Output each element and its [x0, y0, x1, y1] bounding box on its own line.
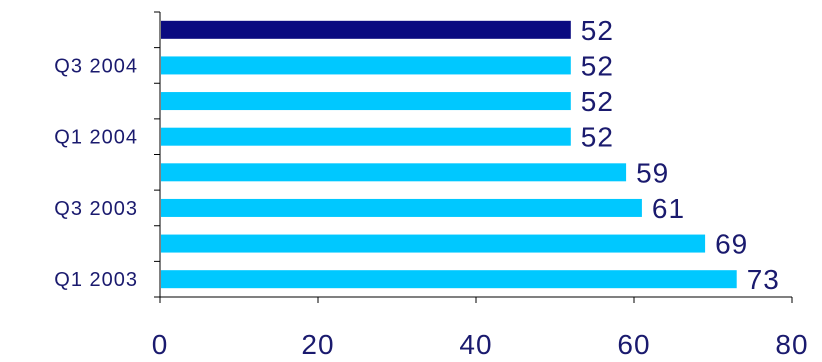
data-label: 73: [747, 264, 780, 295]
x-tick-labels: 0 20 40 60 80: [152, 329, 808, 360]
category-labels: Q1 2003 Q3 2003 Q1 2004 Q3 2004: [54, 55, 138, 291]
bar: [161, 56, 571, 75]
bar: [161, 270, 737, 289]
axes: [154, 11, 793, 303]
x-tick-label: 0: [152, 329, 169, 360]
bar: [161, 92, 571, 111]
category-label: Q3 2003: [54, 198, 138, 220]
bar: [161, 163, 627, 182]
data-label: 52: [581, 122, 614, 153]
bar: [161, 127, 571, 146]
data-label: 69: [715, 229, 748, 260]
category-label: Q1 2003: [54, 269, 138, 291]
category-label: Q3 2004: [54, 55, 138, 77]
category-label: Q1 2004: [54, 127, 138, 149]
data-label: 52: [581, 50, 614, 81]
data-label: 52: [581, 15, 614, 46]
x-tick-label: 20: [301, 329, 334, 360]
data-label: 61: [652, 193, 685, 224]
bars: [161, 20, 737, 289]
data-label: 59: [636, 157, 669, 188]
bar: [161, 234, 706, 253]
value-labels: 73 69 61 59 52 52 52 52: [581, 15, 780, 295]
data-label: 52: [581, 86, 614, 117]
bar: [161, 20, 571, 39]
x-tick-label: 60: [617, 329, 650, 360]
x-tick-label: 80: [775, 329, 808, 360]
x-tick-label: 40: [459, 329, 492, 360]
bar: [161, 198, 642, 217]
